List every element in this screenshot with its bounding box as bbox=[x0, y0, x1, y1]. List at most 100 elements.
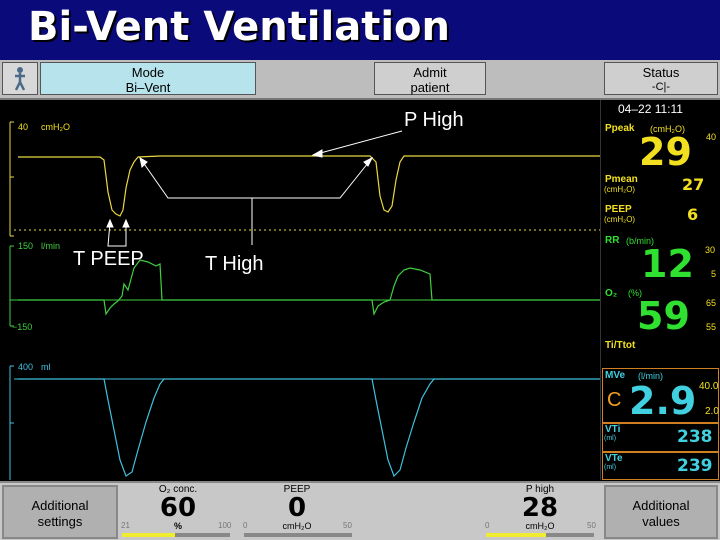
vti-value: 238 bbox=[677, 427, 713, 447]
admit-patient-button[interactable]: Admit patient bbox=[374, 62, 486, 95]
o2-label: O₂ bbox=[605, 288, 618, 299]
peep-setting-max: 50 bbox=[343, 521, 352, 530]
p-high-setting-bar bbox=[486, 533, 594, 537]
additional-settings-line2: settings bbox=[37, 514, 83, 529]
patient-icon-button[interactable] bbox=[2, 62, 38, 95]
o2-high: 65 bbox=[706, 298, 717, 308]
peep-label: PEEP bbox=[605, 204, 632, 215]
admit-label-1: Admit bbox=[413, 65, 447, 80]
annotation-t-high: T High bbox=[205, 253, 264, 275]
rr-unit: (b/min) bbox=[626, 236, 655, 246]
pressure-waveform bbox=[18, 155, 600, 217]
additional-settings-button[interactable]: Additional settings bbox=[2, 485, 118, 539]
ppeak-limit: 40 bbox=[706, 132, 717, 142]
o2-setting-bar-fill bbox=[122, 533, 175, 537]
additional-values-button[interactable]: Additional values bbox=[604, 485, 718, 539]
p-high-setting-bar-fill bbox=[486, 533, 547, 537]
flow-unit: l/min bbox=[41, 241, 61, 251]
vti-box: VTi (ml) 238 bbox=[602, 423, 719, 452]
peep-setting-value: 0 bbox=[287, 493, 307, 523]
o2-setting-bar bbox=[122, 533, 230, 537]
o2-setting[interactable]: O₂ conc. 60 % bbox=[140, 484, 216, 531]
pmean-unit: (cmH₂O) bbox=[604, 185, 636, 194]
p-high-setting-unit: cmH₂O bbox=[525, 521, 555, 531]
volume-unit: ml bbox=[41, 362, 51, 372]
pressure-scale-top: 40 bbox=[18, 122, 29, 132]
rr-high: 30 bbox=[705, 245, 716, 255]
waveform-canvas bbox=[9, 121, 600, 480]
vti-unit: (ml) bbox=[604, 435, 617, 442]
vti-label: VTi bbox=[605, 424, 621, 435]
mve-low: 2.0 bbox=[705, 406, 719, 417]
o2-value: 59 bbox=[637, 294, 690, 338]
ppeak-label: Ppeak bbox=[605, 123, 635, 134]
p-high-setting-label: P high bbox=[525, 484, 555, 495]
mve-label: MVe bbox=[605, 370, 626, 381]
p-high-setting-min: 0 bbox=[485, 521, 490, 530]
volume-waveform bbox=[18, 378, 600, 478]
volume-scale-top: 400 bbox=[18, 362, 34, 372]
bottom-bar: Additional settings O₂ conc. 60 % 21 100… bbox=[0, 481, 720, 540]
admit-label-2: patient bbox=[410, 80, 450, 95]
mve-box: MVe (l/min) C 2.9 40.0 2.0 bbox=[602, 368, 719, 423]
top-toolbar: Mode Bi–Vent Admit patient Status -С|- bbox=[0, 60, 720, 100]
pressure-unit: cmH₂O bbox=[41, 122, 70, 132]
vte-box: VTe (ml) 239 bbox=[602, 452, 719, 480]
pmean-value: 27 bbox=[682, 175, 705, 194]
additional-values-line1: Additional bbox=[632, 498, 690, 513]
o2-setting-label: O₂ conc. bbox=[158, 484, 198, 495]
annotation-t-peep: T PEEP bbox=[73, 248, 144, 270]
peep-setting-bar bbox=[244, 533, 352, 537]
ppeak-value: 29 bbox=[639, 130, 692, 174]
o2-setting-max: 100 bbox=[218, 521, 232, 530]
flow-waveform bbox=[18, 259, 600, 316]
volume-axis bbox=[9, 365, 600, 480]
pressure-axis bbox=[9, 121, 600, 237]
status-label: Status bbox=[642, 65, 680, 80]
mve-value: 2.9 bbox=[629, 379, 697, 423]
o2-unit: (%) bbox=[628, 288, 642, 298]
additional-settings-line1: Additional bbox=[31, 498, 89, 513]
o2-setting-min: 21 bbox=[121, 521, 130, 530]
mode-label: Mode bbox=[131, 65, 165, 80]
flow-scale-top: 150 bbox=[18, 241, 34, 251]
title-bar: Bi-Vent Ventilation bbox=[0, 0, 720, 60]
annotation-lines bbox=[106, 130, 403, 247]
mode-button[interactable]: Mode Bi–Vent bbox=[40, 62, 256, 95]
p-high-setting-value: 28 bbox=[521, 493, 559, 523]
flow-scale-bottom: −150 bbox=[12, 322, 33, 332]
mve-mark: C bbox=[607, 389, 622, 411]
status-button[interactable]: Status -С|- bbox=[604, 62, 718, 95]
peep-setting-min: 0 bbox=[243, 521, 248, 530]
rr-value: 12 bbox=[641, 242, 694, 286]
titot-label: Ti/Ttot bbox=[605, 340, 636, 351]
datetime: 04–22 11:11 bbox=[618, 102, 683, 116]
pmean-label: Pmean bbox=[605, 174, 638, 185]
peep-setting-label: PEEP bbox=[283, 484, 311, 495]
status-icon: -С|- bbox=[651, 81, 671, 93]
peep-setting[interactable]: PEEP 0 cmH₂O bbox=[262, 484, 332, 531]
vte-unit: (ml) bbox=[604, 464, 617, 471]
person-icon bbox=[14, 67, 26, 91]
o2-setting-value: 60 bbox=[159, 493, 197, 523]
p-high-setting-max: 50 bbox=[587, 521, 596, 530]
peep-setting-unit: cmH₂O bbox=[282, 521, 312, 531]
peep-value: 6 bbox=[687, 205, 699, 224]
annotation-p-high: P High bbox=[404, 109, 464, 131]
ppeak-unit: (cmH₂O) bbox=[650, 124, 685, 134]
mode-value: Bi–Vent bbox=[125, 80, 171, 95]
mve-unit: (l/min) bbox=[638, 371, 663, 381]
o2-setting-unit: % bbox=[173, 521, 182, 531]
page-title: Bi-Vent Ventilation bbox=[28, 4, 451, 50]
vte-label: VTe bbox=[605, 453, 623, 464]
additional-values-line2: values bbox=[642, 514, 680, 529]
vte-value: 239 bbox=[677, 456, 713, 476]
rr-low: 5 bbox=[711, 269, 717, 279]
p-high-setting[interactable]: P high 28 cmH₂O bbox=[505, 484, 575, 531]
peep-unit: (cmH₂O) bbox=[604, 215, 636, 224]
rr-label: RR bbox=[605, 235, 620, 246]
waveform-area: 40 cmH₂O 150 l/min −150 400 ml P High T … bbox=[0, 100, 600, 480]
o2-low: 55 bbox=[706, 322, 717, 332]
parameter-panel: 04–22 11:11 Ppeak (cmH₂O) 29 40 Pmean (c… bbox=[600, 100, 720, 480]
mve-high: 40.0 bbox=[699, 381, 719, 392]
